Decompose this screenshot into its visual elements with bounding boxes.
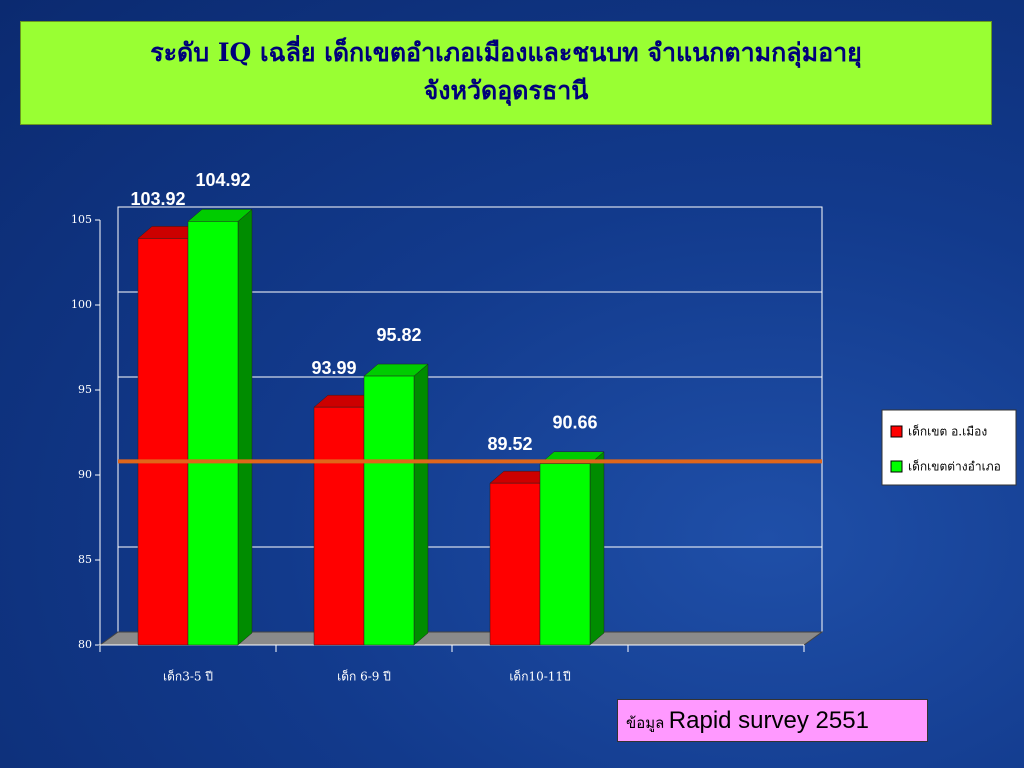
bar-front (313, 406, 365, 646)
bar-front (539, 463, 591, 646)
title-line: ระดับ IQ เฉลี่ย เด็กเขตอำเภอเมืองและชนบท… (150, 38, 862, 67)
bar-front (363, 375, 415, 646)
title-box: ระดับ IQ เฉลี่ย เด็กเขตอำเภอเมืองและชนบท… (20, 21, 992, 125)
y-tick-label: 105 (71, 213, 92, 226)
legend-box (881, 409, 1017, 486)
y-tick-label: 80 (78, 638, 92, 651)
x-tick-label: เด็ก 6-9 ปี (337, 669, 391, 684)
bar (539, 451, 605, 646)
x-tick-label: เด็ก3-5 ปี (163, 669, 213, 684)
y-tick-label: 90 (78, 468, 92, 481)
source-label: ข้อมูล (626, 714, 665, 732)
bar-front (137, 238, 189, 646)
legend-swatch (890, 460, 903, 473)
bar-front (187, 221, 239, 646)
y-tick-label: 95 (78, 383, 92, 396)
value-label: 95.82 (376, 325, 421, 345)
legend-swatch (890, 425, 903, 438)
value-label: 104.92 (195, 170, 250, 190)
bar-side (413, 363, 429, 646)
source-text: Rapid survey 2551 (668, 707, 869, 734)
value-label: 90.66 (552, 413, 597, 433)
source-box: ข้อมูล Rapid survey 2551 (617, 699, 928, 742)
value-label: 93.99 (311, 358, 356, 378)
title-line: จังหวัดอุดรธานี (423, 76, 589, 105)
legend-label: เด็กเขต อ.เมือง (908, 424, 987, 439)
y-tick-label: 85 (78, 553, 92, 566)
bar (187, 208, 253, 646)
bar-side (237, 208, 253, 646)
legend-label: เด็กเขตต่างอำเภอ (908, 459, 1001, 474)
bar-front (489, 482, 541, 646)
bar (363, 363, 429, 646)
x-tick-label: เด็ก10-11ปี (509, 669, 570, 684)
bar-side (589, 451, 605, 646)
value-label: 103.92 (130, 189, 185, 209)
value-label: 89.52 (487, 434, 532, 454)
y-tick-label: 100 (71, 298, 92, 311)
